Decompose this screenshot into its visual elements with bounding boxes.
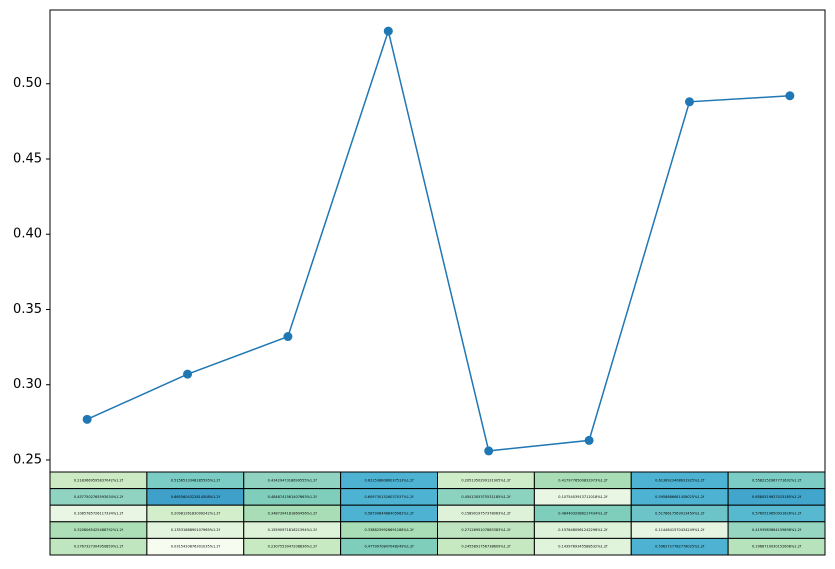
table-cell-text: 0.1075403913711018%1.2f [558, 495, 608, 499]
table-cell [727, 537, 826, 556]
axes-frame [49, 9, 826, 473]
table-cell-text: 0.4779070847048249%1.2f [365, 545, 415, 549]
table-cell-text: 0.2307553047208836%1.2f [268, 545, 318, 549]
point [785, 91, 795, 101]
table-cell-text: 0.4179776500832973%1.2f [558, 478, 608, 482]
table-cell-text: 0.3208065425488792%1.2f [74, 528, 124, 532]
table-cell-text: 0.4848741561407663%1.2f [268, 495, 318, 499]
table-cell-text: 0.1576480961242296%1.2f [558, 528, 608, 532]
table-cell-text: 0.5760519650931628%1.2f [752, 512, 802, 516]
point [383, 26, 393, 36]
table-cell-text: 0.2767327304950859%1.2f [74, 545, 124, 549]
table-cell-text: 0.3388259926691188%1.2f [365, 528, 415, 532]
table-cell-text: 0.0315420876301035%1.2f [171, 545, 221, 549]
table-cell-text: 0.6655604322814508%1.2f [171, 495, 221, 499]
point [684, 97, 694, 107]
y-tick-label: 0.25 [13, 452, 42, 467]
table-cell-text: 0.2183669595837042%1.2f [74, 478, 124, 482]
table-cell-text: 0.5962727782778025%1.2f [655, 545, 705, 549]
table-cell-text: 0.1559097181621394%1.2f [268, 528, 318, 532]
line [86, 28, 790, 452]
table-cell-text: 0.5156513348185595%1.2f [171, 478, 221, 482]
table-cell-text: 0.6138923408631925%1.2f [655, 478, 705, 482]
point [183, 369, 193, 379]
table-cell-text: 0.2455891756738609%1.2f [461, 545, 511, 549]
table-cell-text: 0.4541305375531185%1.2f [461, 495, 511, 499]
table-cell-text: 0.6097301526037037%1.2f [365, 495, 415, 499]
table-cell-text: 0.4844032986217434%1.2f [558, 512, 608, 516]
table-cell-text: 0.2712695107885383%1.2f [461, 528, 511, 532]
table-cell-text: 0.1439769345588532%1.2f [558, 545, 608, 549]
table-cell-text: 0.1353168890107965%1.2f [171, 528, 221, 532]
table-cell-text: 0.3487394181869456%1.2f [268, 512, 318, 516]
table-cell-text: 0.2098126183099242%1.2f [171, 512, 221, 516]
table-cell-text: 0.2051350299131905%1.2f [461, 478, 511, 482]
table-cell-text: 0.1144641570434249%1.2f [655, 528, 705, 532]
table-cell-text: 0.5582252967771632%1.2f [752, 478, 802, 482]
table-cell-text: 0.5879984468405062%1.2f [365, 512, 415, 516]
y-tick-label: 0.30 [13, 377, 42, 392]
table-cell-text: 0.6215388086037513%1.2f [365, 478, 415, 482]
table-cell-text: 0.2966710030152608%1.2f [752, 545, 802, 549]
point [584, 435, 594, 445]
y-tick-label: 0.35 [13, 302, 42, 317]
table-cell-text: 0.4193983664159898%1.2f [752, 528, 802, 532]
table-cell-text: 0.4342947318699555%1.2f [268, 478, 318, 482]
y-tick-label: 0.45 [13, 151, 42, 166]
table-cell-text: 0.5178617563913459%1.2f [655, 512, 705, 516]
table-cell-text: 0.4577502765593034%1.2f [74, 495, 124, 499]
table-cell-text: 0.5958686681458025%1.2f [655, 495, 705, 499]
point [283, 332, 293, 342]
y-tick-label: 0.50 [13, 76, 42, 91]
table-cell-text: 0.1085785726117334%1.2f [74, 512, 124, 516]
table-cell-text: 0.6580519637015185%1.2f [752, 495, 802, 499]
table-cell-text: 0.1589019757378063%1.2f [461, 512, 511, 516]
point [82, 414, 92, 424]
y-tick-label: 0.40 [13, 227, 42, 242]
point [484, 446, 494, 456]
